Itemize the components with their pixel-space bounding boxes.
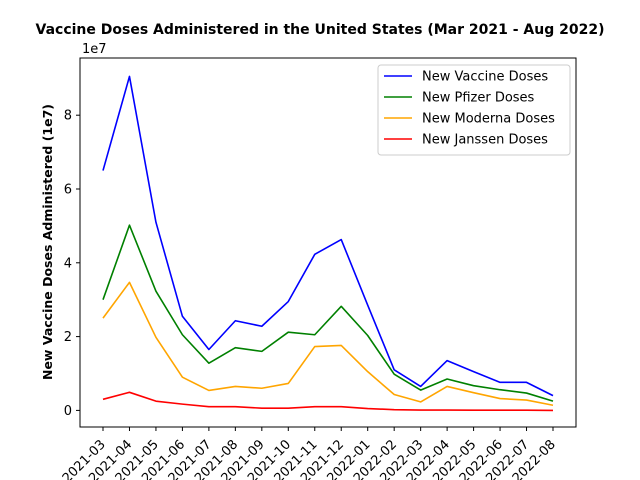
legend: New Vaccine Doses New Pfizer Doses New Mod…: [377, 64, 571, 156]
y-tick-label: 8: [64, 109, 72, 124]
series-line: [102, 75, 554, 397]
series-line: [102, 281, 554, 407]
y-axis: 0 2 4 6 8: [64, 109, 80, 419]
legend-label: New Vaccine Doses: [422, 70, 548, 85]
chart-title: Vaccine Doses Administered in the United…: [36, 22, 605, 38]
y-tick-label: 4: [64, 256, 72, 271]
y-tick-label: 0: [64, 404, 72, 419]
series-line: [102, 391, 554, 412]
x-axis: 2021-032021-042021-052021-062021-072021-…: [60, 427, 559, 480]
y-tick-label: 6: [64, 182, 72, 197]
plot-area-frame: [79, 57, 577, 428]
y-tick-label: 2: [64, 330, 72, 345]
y-axis-label: New Vaccine Doses Administered (1e7): [40, 104, 55, 380]
legend-label: New Moderna Doses: [422, 112, 555, 127]
y-offset-text: 1e7: [82, 42, 107, 57]
legend-label: New Pfizer Doses: [422, 91, 535, 106]
legend-label: New Janssen Doses: [422, 133, 548, 148]
series-line: [102, 224, 554, 402]
series-lines: [102, 75, 554, 412]
legend-box: [377, 64, 571, 156]
